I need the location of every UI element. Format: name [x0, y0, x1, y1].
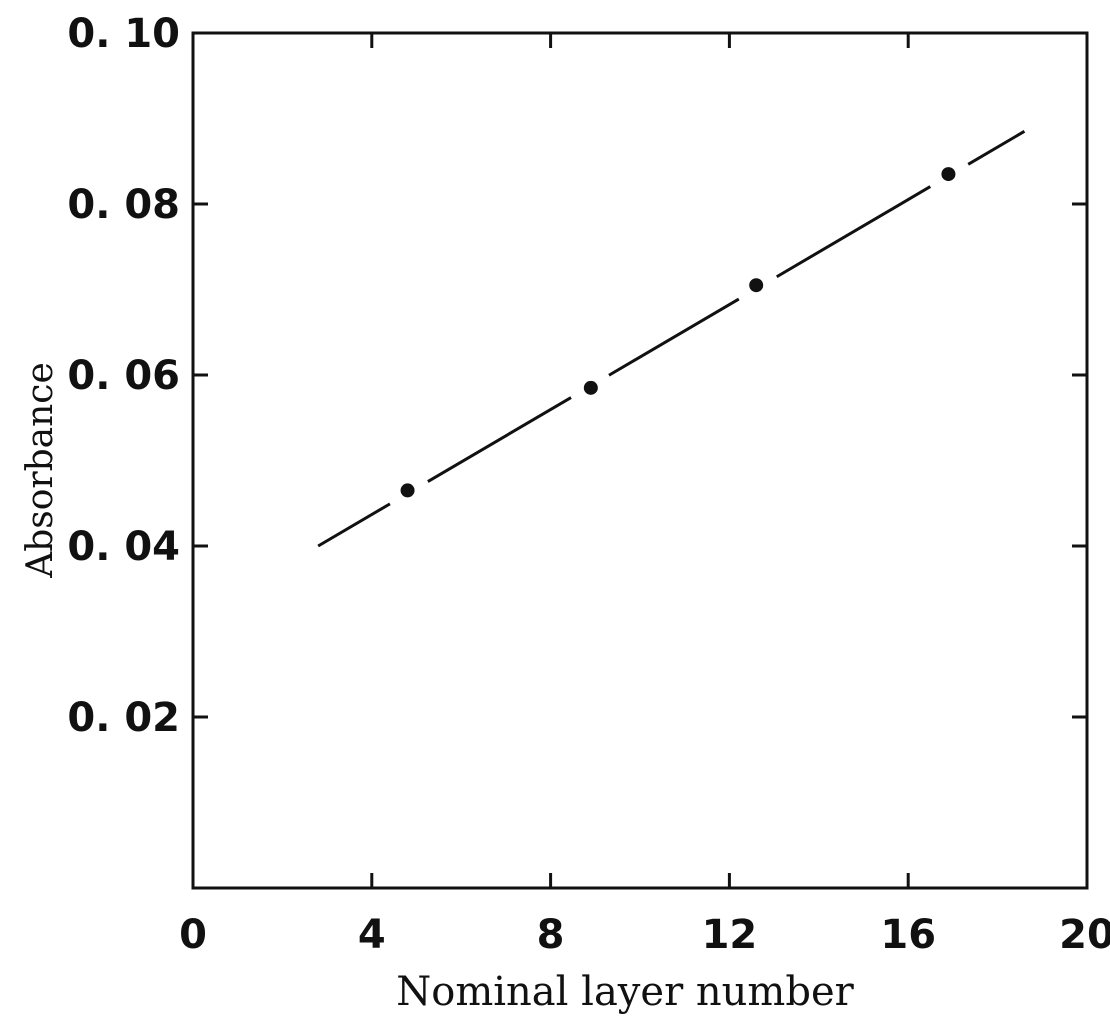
fit-line-segment [775, 185, 932, 279]
x-tick-label: 8 [537, 912, 565, 958]
y-tick-label: 0. 08 [67, 182, 180, 228]
x-axis-title: Nominal layer number [396, 969, 854, 1015]
y-axis-title: Absorbance [20, 362, 61, 579]
y-tick-labels: 0. 02 0. 04 0. 06 0. 08 0. 10 [67, 11, 180, 741]
x-tick-label: 16 [880, 912, 936, 958]
data-points [400, 167, 956, 498]
data-point [941, 167, 956, 182]
y-tick-label: 0. 06 [67, 353, 180, 399]
plot-frame [191, 31, 1089, 890]
y-tick-label: 0. 10 [67, 11, 180, 57]
x-tick-label: 12 [702, 912, 758, 958]
y-tick-label: 0. 04 [67, 524, 180, 570]
x-tick-label: 20 [1059, 912, 1110, 958]
x-tick-label: 4 [358, 912, 386, 958]
data-point [749, 278, 764, 293]
x-tick-labels: 0 4 8 12 16 20 [179, 912, 1110, 958]
fit-line-segment [317, 502, 391, 548]
fit-line-segment [967, 130, 1026, 166]
fit-line-segment [427, 396, 572, 483]
y-ticks [193, 202, 1087, 719]
data-point [400, 483, 415, 498]
data-point [583, 380, 598, 395]
x-ticks [370, 33, 910, 888]
y-tick-label: 0. 02 [67, 695, 180, 741]
x-tick-label: 0 [179, 912, 207, 958]
fit-line-segments [317, 130, 1026, 548]
fit-line-segment [608, 297, 740, 377]
